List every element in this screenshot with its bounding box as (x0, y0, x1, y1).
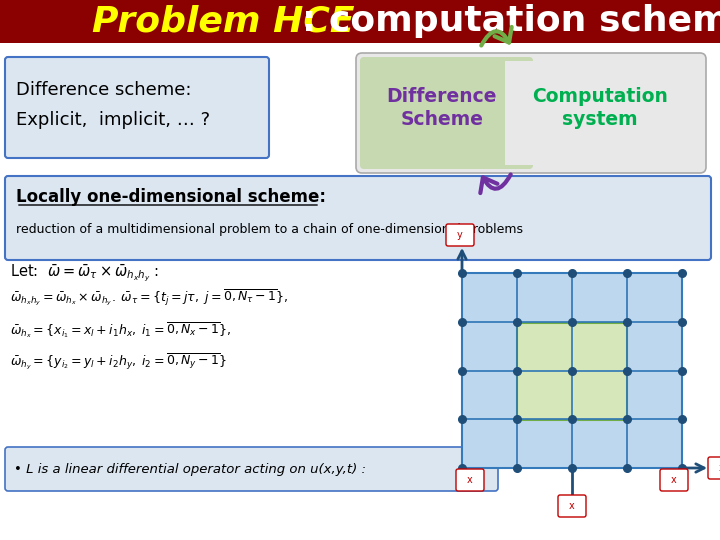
FancyArrowPatch shape (480, 174, 510, 193)
Text: $\bar{\omega}_{h_x h_y} = \bar{\omega}_{h_x} \times \bar{\omega}_{h_y}.\;\bar{\o: $\bar{\omega}_{h_x h_y} = \bar{\omega}_{… (10, 288, 289, 308)
FancyBboxPatch shape (5, 176, 711, 260)
Text: y: y (457, 230, 463, 240)
FancyBboxPatch shape (660, 469, 688, 491)
Text: x: x (467, 475, 473, 485)
FancyBboxPatch shape (5, 447, 498, 491)
Text: • L is a linear differential operator acting on u(x,y,t) :: • L is a linear differential operator ac… (14, 462, 366, 476)
Bar (0, 0, 720, 43)
Text: x: x (719, 463, 720, 473)
FancyBboxPatch shape (708, 457, 720, 479)
FancyBboxPatch shape (456, 469, 484, 491)
Text: $\bar{\omega}_{h_x} = \{x_{i_1} = x_l + i_1 h_x,\; i_1 = \overline{0,N_x-1}\},$: $\bar{\omega}_{h_x} = \{x_{i_1} = x_l + … (10, 320, 231, 340)
Text: Computation
system: Computation system (532, 87, 668, 129)
Text: Explicit,  implicit, … ?: Explicit, implicit, … ? (16, 111, 210, 129)
FancyBboxPatch shape (558, 495, 586, 517)
Bar (505, 61, 535, 165)
Bar (517, 323, 627, 420)
Text: x: x (569, 501, 575, 511)
Text: Locally one-dimensional scheme:: Locally one-dimensional scheme: (16, 188, 326, 206)
FancyArrowPatch shape (481, 27, 512, 45)
Text: Problem HCE: Problem HCE (92, 4, 354, 38)
Text: Difference
Scheme: Difference Scheme (387, 87, 498, 129)
Text: $\bar{\omega}_{h_y} = \{ y_{i_2} = y_l + i_2 h_y,\; i_2 = \overline{0,N_y-1}\}$: $\bar{\omega}_{h_y} = \{ y_{i_2} = y_l +… (10, 352, 228, 372)
FancyBboxPatch shape (446, 224, 474, 246)
Bar (462, 273, 682, 468)
Text: Let:  $\bar{\omega} = \bar{\omega}_\tau \times \bar{\omega}_{h_x h_y}$ :: Let: $\bar{\omega} = \bar{\omega}_\tau \… (10, 262, 159, 284)
FancyBboxPatch shape (356, 53, 706, 173)
FancyBboxPatch shape (360, 57, 533, 169)
Text: x: x (671, 475, 677, 485)
Text: reduction of a multidimensional problem to a chain of one-dimensional problems: reduction of a multidimensional problem … (16, 224, 523, 237)
Text: : computation scheme: : computation scheme (302, 4, 720, 38)
FancyBboxPatch shape (5, 57, 269, 158)
Text: Difference scheme:: Difference scheme: (16, 81, 192, 99)
